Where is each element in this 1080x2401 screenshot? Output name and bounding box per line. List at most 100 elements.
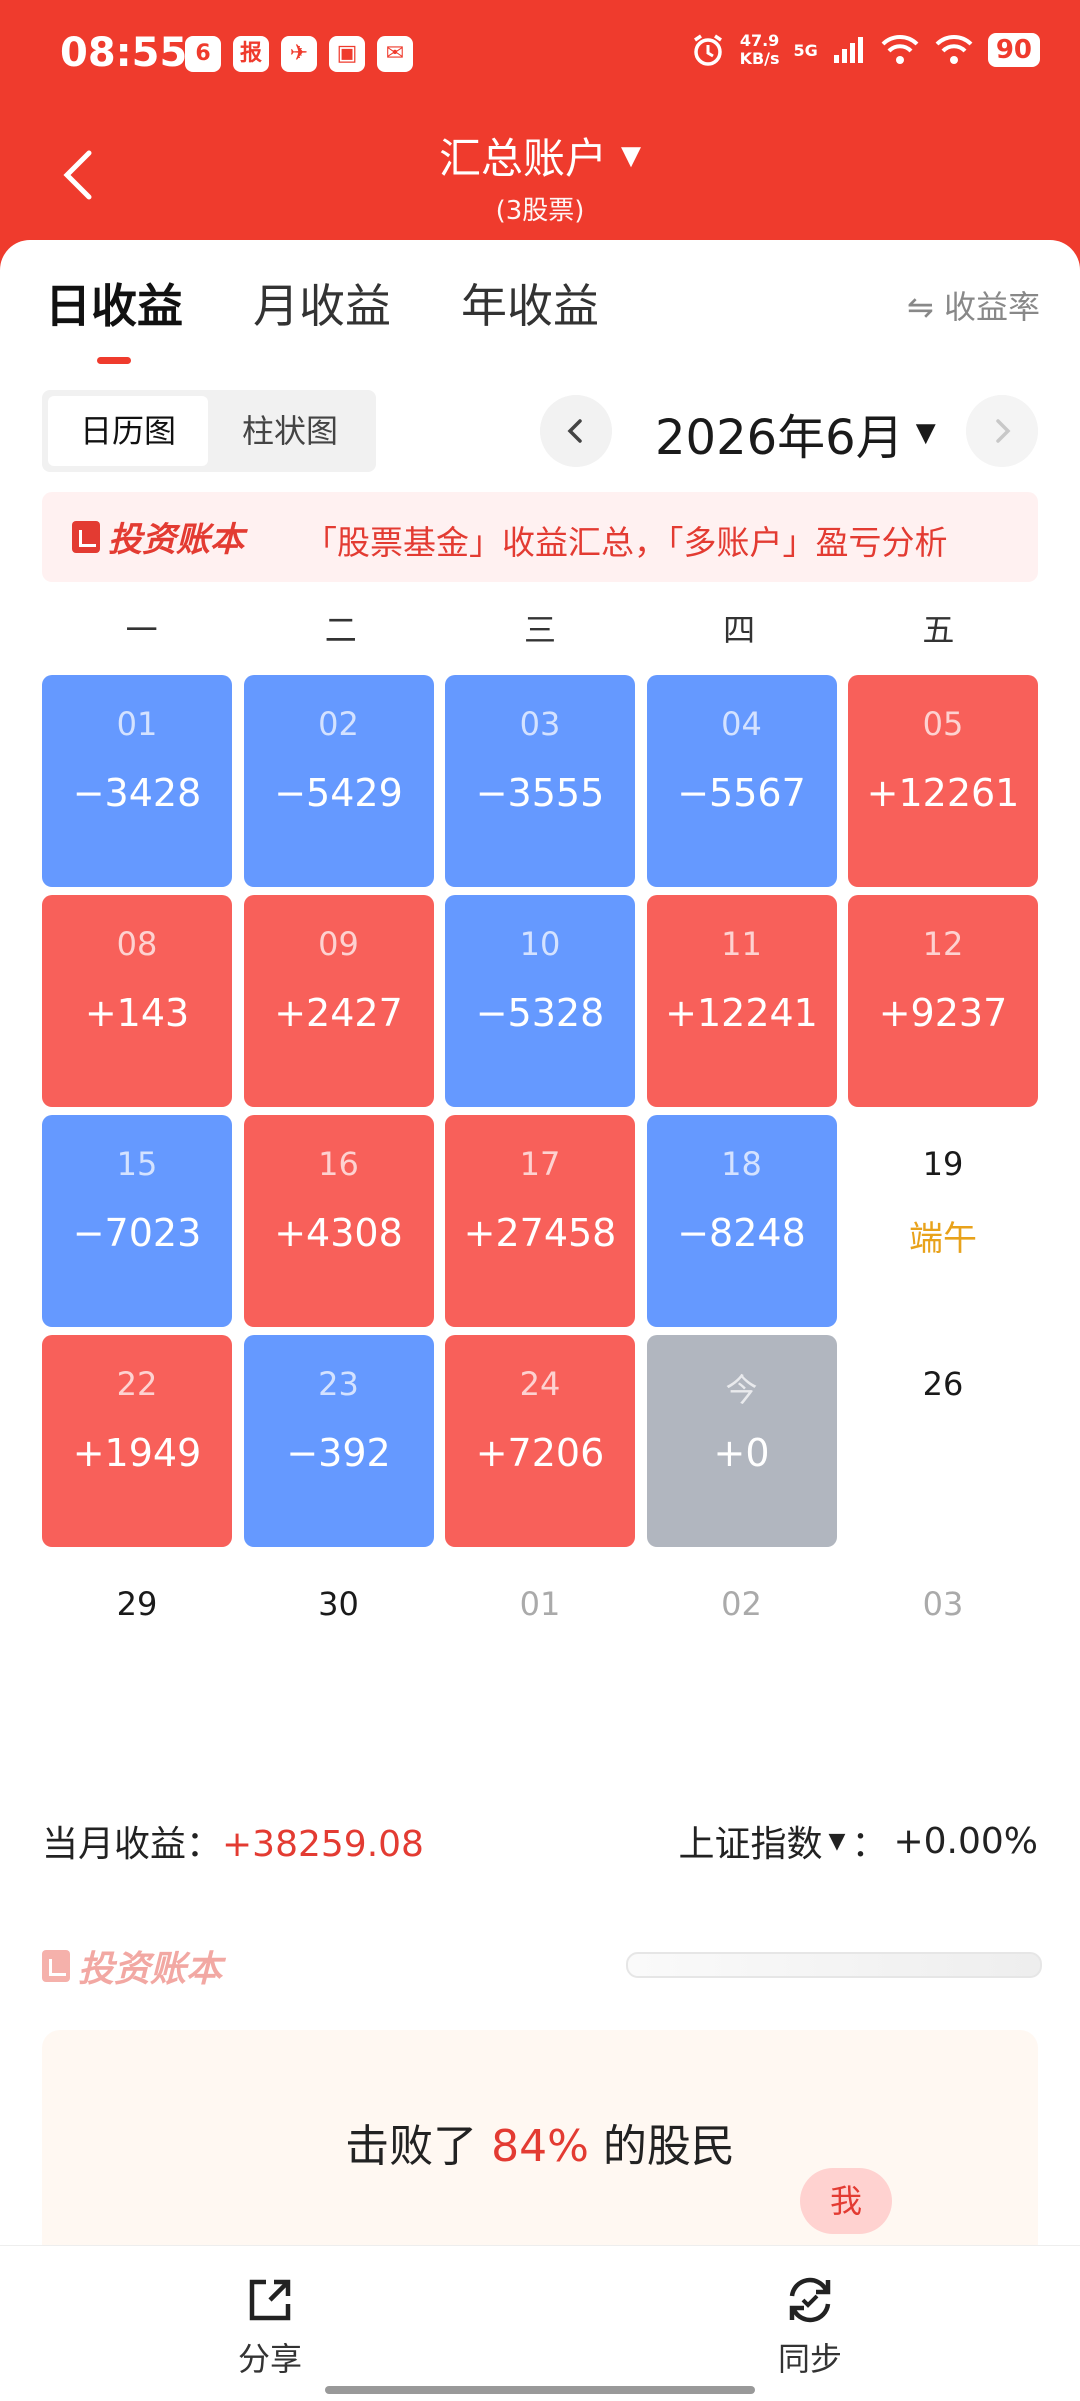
calendar-day-cell[interactable]: 02 −5429 bbox=[243, 675, 434, 887]
battery-level: 90 bbox=[987, 33, 1040, 67]
calendar-day-value: −8248 bbox=[677, 1211, 806, 1255]
view-toggle: 日历图 柱状图 bbox=[42, 390, 376, 472]
calendar-day-date: 23 bbox=[318, 1365, 359, 1403]
app-notification-icon: ✉ bbox=[377, 36, 413, 72]
progress-track bbox=[626, 1952, 1042, 1978]
me-badge: 我 bbox=[800, 2168, 892, 2234]
watermark-logo: 投资账本 bbox=[42, 1940, 222, 1992]
status-right: 47.9 KB/s 5G 90 bbox=[690, 32, 1040, 68]
caret-down-icon: ▼ bbox=[621, 140, 641, 171]
rate-toggle[interactable]: ⇋ 收益率 bbox=[907, 288, 1040, 326]
calendar-day-value: −5328 bbox=[475, 991, 605, 1035]
calendar-day-cell[interactable]: 03 −3555 bbox=[445, 675, 635, 887]
calendar-day-cell[interactable]: 今 +0 bbox=[646, 1335, 837, 1547]
ledger-logo-icon bbox=[42, 1950, 70, 1982]
calendar-day-value: +7206 bbox=[475, 1431, 605, 1475]
month-selector[interactable]: 2026年6月 ▼ bbox=[655, 398, 936, 468]
index-compare[interactable]: 上证指数 ▼： +0.00% bbox=[679, 1815, 1038, 1867]
calendar-day-cell[interactable]: 16 +4308 bbox=[243, 1115, 434, 1327]
calendar-day-cell[interactable]: 22 +1949 bbox=[42, 1335, 232, 1547]
calendar-day-cell[interactable]: 04 −5567 bbox=[646, 675, 837, 887]
calendar-holiday-label: 端午 bbox=[909, 1219, 977, 1259]
monthly-summary-label: 当月收益： bbox=[42, 1824, 223, 1865]
calendar-day-value: −5567 bbox=[677, 771, 806, 815]
calendar-day-cell[interactable]: 05 +12261 bbox=[848, 675, 1038, 887]
weekday-label: 二 bbox=[324, 611, 357, 649]
calendar-day-date: 03 bbox=[922, 1585, 964, 1623]
calendar-day-date: 01 bbox=[116, 705, 158, 743]
calendar-day-date: 12 bbox=[922, 925, 964, 963]
calendar-day-value: +9237 bbox=[878, 991, 1008, 1035]
calendar-day-date: 03 bbox=[519, 705, 561, 743]
calendar-day-date: 02 bbox=[318, 705, 359, 743]
calendar-day-value: +1949 bbox=[72, 1431, 202, 1475]
weekday-label: 五 bbox=[922, 611, 955, 649]
wifi-icon bbox=[935, 34, 973, 64]
signal-icon bbox=[833, 37, 863, 63]
share-label: 分享 bbox=[237, 2340, 302, 2378]
tab-monthly[interactable]: 月收益 bbox=[253, 279, 391, 333]
calendar-day-cell[interactable]: 23 −392 bbox=[243, 1335, 434, 1547]
calendar-day-value: −392 bbox=[286, 1431, 391, 1475]
monthly-summary-value: +38259.08 bbox=[222, 1824, 424, 1865]
calendar-day-value: −3428 bbox=[72, 771, 202, 815]
status-app-icons: 6 报 ✈ ▣ ✉ bbox=[185, 36, 413, 72]
calendar-day-cell[interactable]: 17 +27458 bbox=[445, 1115, 635, 1327]
calendar-day-cell[interactable]: 15 −7023 bbox=[42, 1115, 232, 1327]
monthly-summary: 当月收益：+38259.08 bbox=[42, 1815, 424, 1867]
app-notification-icon: ▣ bbox=[329, 36, 365, 72]
back-arrow-icon[interactable] bbox=[55, 145, 105, 205]
prev-month-button[interactable] bbox=[540, 395, 612, 467]
calendar-day-cell: 19 端午 bbox=[848, 1115, 1038, 1327]
bar-view-button[interactable]: 柱状图 bbox=[241, 412, 338, 450]
calendar-day-value: +12261 bbox=[866, 771, 1020, 815]
calendar-day-cell[interactable]: 12 +9237 bbox=[848, 895, 1038, 1107]
calendar-day-value: +27458 bbox=[463, 1211, 617, 1255]
share-button[interactable]: 分享 bbox=[190, 2274, 350, 2380]
calendar-day-date: 08 bbox=[116, 925, 158, 963]
calendar-day-date: 10 bbox=[519, 925, 561, 963]
calendar-day-cell[interactable]: 08 +143 bbox=[42, 895, 232, 1107]
alarm-icon bbox=[693, 34, 722, 66]
calendar-day-value: −3555 bbox=[475, 771, 605, 815]
next-month-button[interactable] bbox=[966, 395, 1038, 467]
calendar-day-date: 26 bbox=[922, 1365, 964, 1403]
calendar-day-date: 04 bbox=[721, 705, 762, 743]
calendar-day-date: 24 bbox=[519, 1365, 561, 1403]
calendar-day-cell[interactable]: 01 −3428 bbox=[42, 675, 232, 887]
calendar-day-cell[interactable]: 18 −8248 bbox=[646, 1115, 837, 1327]
account-selector[interactable]: 汇总账户 ▼ (3股票) bbox=[0, 125, 1080, 227]
ranking-percent: 84% bbox=[491, 2121, 589, 2172]
calendar-day-date: 16 bbox=[318, 1145, 359, 1183]
home-indicator bbox=[325, 2386, 755, 2394]
calendar-day-date: 11 bbox=[721, 925, 762, 963]
calendar-day-cell: 26 bbox=[848, 1335, 1038, 1547]
calendar-day-cell: 03 bbox=[848, 1555, 1038, 1767]
promo-banner[interactable]: 投资账本 「股票基金」收益汇总，「多账户」盈亏分析 bbox=[42, 492, 1038, 582]
sync-button[interactable]: 同步 bbox=[730, 2274, 890, 2380]
tab-yearly[interactable]: 年收益 bbox=[461, 279, 599, 333]
period-tabs: 日收益 月收益 年收益 bbox=[45, 270, 599, 336]
network-speed: 47.9 KB/s bbox=[739, 31, 780, 68]
sync-label: 同步 bbox=[777, 2340, 842, 2378]
calendar-day-date: 今 bbox=[725, 1371, 758, 1409]
index-label: 上证指数 bbox=[678, 1824, 823, 1865]
calendar-day-date: 22 bbox=[116, 1365, 158, 1403]
calendar-day-date: 02 bbox=[721, 1585, 762, 1623]
calendar-day-value: +143 bbox=[84, 991, 190, 1035]
weekday-label: 四 bbox=[723, 611, 756, 649]
calendar-day-date: 18 bbox=[721, 1145, 762, 1183]
app-notification-icon: 6 bbox=[185, 36, 221, 72]
ledger-logo-icon bbox=[72, 520, 100, 553]
calendar-day-cell: 01 bbox=[445, 1555, 635, 1767]
calendar-day-cell[interactable]: 10 −5328 bbox=[445, 895, 635, 1107]
network-type: 5G bbox=[793, 40, 818, 60]
calendar-day-value: +4308 bbox=[274, 1211, 403, 1255]
banner-text: 「股票基金」收益汇总，「多账户」盈亏分析 bbox=[304, 523, 948, 562]
calendar-day-cell[interactable]: 09 +2427 bbox=[243, 895, 434, 1107]
calendar-view-button[interactable]: 日历图 bbox=[48, 396, 208, 466]
tab-daily[interactable]: 日收益 bbox=[45, 270, 183, 336]
calendar-day-cell[interactable]: 24 +7206 bbox=[445, 1335, 635, 1547]
calendar-day-cell[interactable]: 11 +12241 bbox=[646, 895, 837, 1107]
calendar-day-date: 30 bbox=[318, 1585, 359, 1623]
